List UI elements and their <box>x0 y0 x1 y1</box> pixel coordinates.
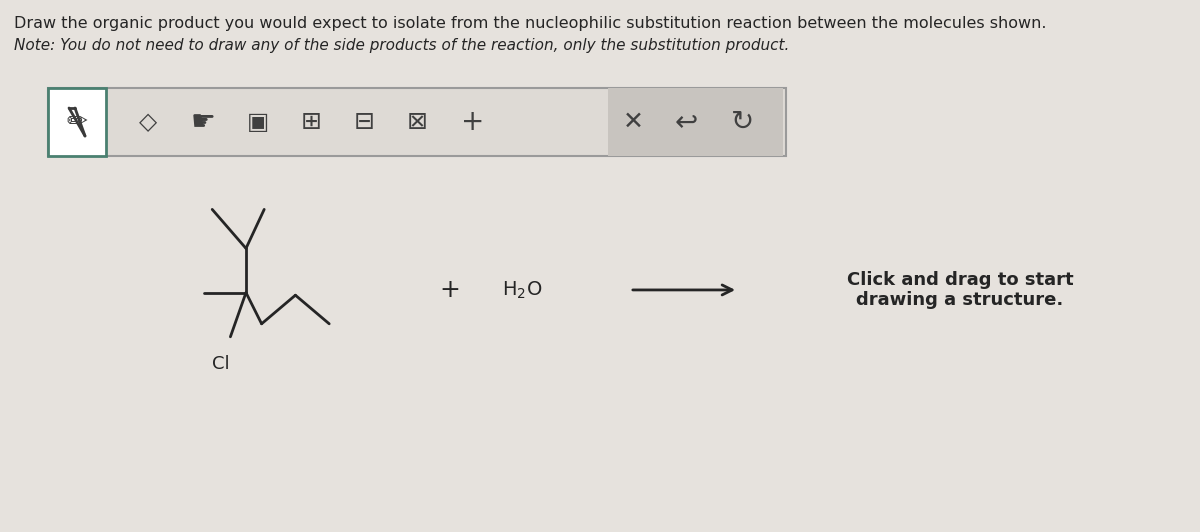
Text: +: + <box>461 108 485 136</box>
Text: ↩: ↩ <box>674 108 697 136</box>
Text: ↻: ↻ <box>731 108 755 136</box>
Text: Draw the organic product you would expect to isolate from the nucleophilic subst: Draw the organic product you would expec… <box>14 16 1046 31</box>
Bar <box>608 88 784 156</box>
Text: Note: You do not need to draw any of the side products of the reaction, only the: Note: You do not need to draw any of the… <box>14 38 790 53</box>
Text: ⊟: ⊟ <box>354 110 374 134</box>
Text: ◇: ◇ <box>139 110 157 134</box>
Text: ⊠: ⊠ <box>407 110 427 134</box>
Text: H$_2$O: H$_2$O <box>502 279 542 301</box>
Text: Cl: Cl <box>211 355 229 373</box>
Text: +: + <box>439 278 461 302</box>
Text: ▣: ▣ <box>247 110 269 134</box>
Text: ⊞: ⊞ <box>300 110 322 134</box>
Bar <box>48 88 786 156</box>
Text: ✕: ✕ <box>623 110 643 134</box>
Text: Click and drag to start
drawing a structure.: Click and drag to start drawing a struct… <box>847 271 1073 309</box>
Bar <box>48 88 106 156</box>
Text: ☛: ☛ <box>191 108 216 136</box>
Text: ✏: ✏ <box>66 110 88 134</box>
